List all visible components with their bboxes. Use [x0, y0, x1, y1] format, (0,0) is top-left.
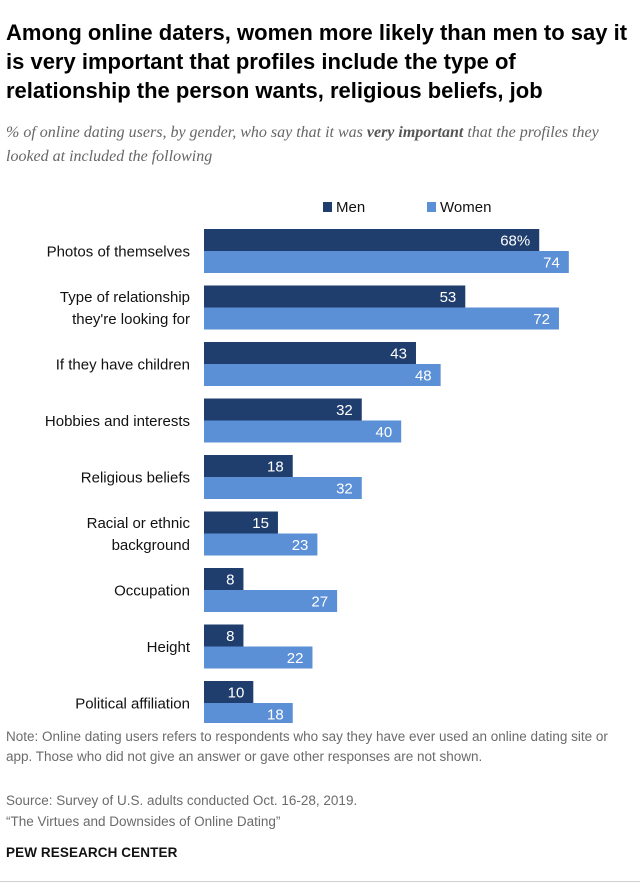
bottom-divider — [0, 881, 640, 882]
data-label-men: 8 — [226, 572, 234, 589]
bar-women — [204, 251, 569, 273]
subtitle-text-end: that the profiles they looked at include… — [6, 124, 599, 165]
category-label-line: If they have children — [56, 357, 190, 374]
legend-swatch-men — [323, 202, 332, 212]
data-label-men: 18 — [267, 459, 284, 476]
bar-men — [204, 624, 244, 647]
bar-men — [204, 455, 293, 477]
data-label-men: 8 — [226, 628, 234, 645]
category-label-line: Occupation — [114, 583, 190, 600]
bar-men — [204, 681, 254, 703]
data-label-women: 72 — [533, 311, 550, 328]
category-label: If they have children — [56, 357, 190, 374]
data-label-women: 32 — [336, 481, 353, 498]
data-label-men: 68% — [500, 233, 530, 250]
data-label-women: 27 — [311, 594, 328, 611]
bar-women — [204, 477, 362, 499]
bar-men — [204, 229, 540, 251]
legend-swatch-women — [427, 202, 436, 212]
category-label-line: Height — [147, 639, 191, 656]
category-label: Religious beliefs — [81, 470, 190, 487]
category-label: Political affiliation — [75, 696, 190, 713]
category-label: Height — [147, 639, 191, 656]
subtitle-emphasis: very important — [366, 124, 464, 141]
data-label-women: 74 — [543, 255, 560, 272]
category-label-line: Type of relationship — [60, 289, 190, 306]
organization-logo-text: PEW RESEARCH CENTER — [6, 845, 178, 860]
category-label-line: Religious beliefs — [81, 470, 190, 487]
data-label-men: 43 — [390, 346, 407, 363]
bar-women — [204, 646, 313, 669]
category-label: Occupation — [114, 583, 190, 600]
data-label-men: 15 — [252, 515, 269, 532]
data-label-men: 32 — [336, 402, 353, 419]
category-label: Racial or ethnic background — [87, 515, 191, 554]
bar-men — [204, 568, 244, 590]
category-label: Hobbies and interests — [45, 413, 190, 430]
category-label-line: Photos of themselves — [47, 244, 190, 261]
legend-label-men: Men — [336, 199, 365, 216]
bar-women — [204, 307, 559, 330]
data-label-women: 23 — [292, 537, 309, 554]
legend-label-women: Women — [440, 199, 491, 216]
category-label-line: Political affiliation — [75, 696, 190, 713]
category-label-line: Hobbies and interests — [45, 413, 190, 430]
subtitle-text-start: % of online dating users, by gender, who… — [6, 124, 367, 141]
bar-women — [204, 703, 293, 723]
bar-men — [204, 398, 362, 421]
chart-title: Among online daters, women more likely t… — [6, 20, 628, 103]
data-label-men: 53 — [440, 289, 457, 306]
data-label-women: 22 — [287, 650, 304, 667]
bar-men — [204, 511, 278, 534]
bar-men — [204, 285, 466, 308]
data-label-women: 18 — [267, 707, 284, 724]
bar-women — [204, 533, 318, 556]
data-label-men: 10 — [228, 685, 245, 702]
data-label-women: 48 — [415, 368, 432, 385]
bar-women — [204, 420, 402, 443]
category-label-line: background — [112, 537, 190, 554]
chart-note: Note: Online dating users refers to resp… — [6, 729, 608, 764]
category-label-line: Racial or ethnic — [87, 515, 191, 532]
category-label-line: they're looking for — [72, 311, 190, 328]
report-title: “The Virtues and Downsides of Online Dat… — [6, 814, 281, 829]
bar-chart: Men Women 68% 74 Photos of themselves 53 72 Typ… — [45, 199, 569, 724]
chart-subtitle: % of online dating users, by gender, who… — [6, 121, 636, 169]
bar-men — [204, 342, 416, 364]
category-label: Photos of themselves — [47, 244, 190, 261]
chart-source: Source: Survey of U.S. adults conducted … — [6, 793, 358, 808]
category-label: Type of relationship they're looking for — [60, 289, 190, 328]
data-label-women: 40 — [376, 424, 393, 441]
bar-women — [204, 590, 338, 612]
bar-women — [204, 364, 441, 386]
